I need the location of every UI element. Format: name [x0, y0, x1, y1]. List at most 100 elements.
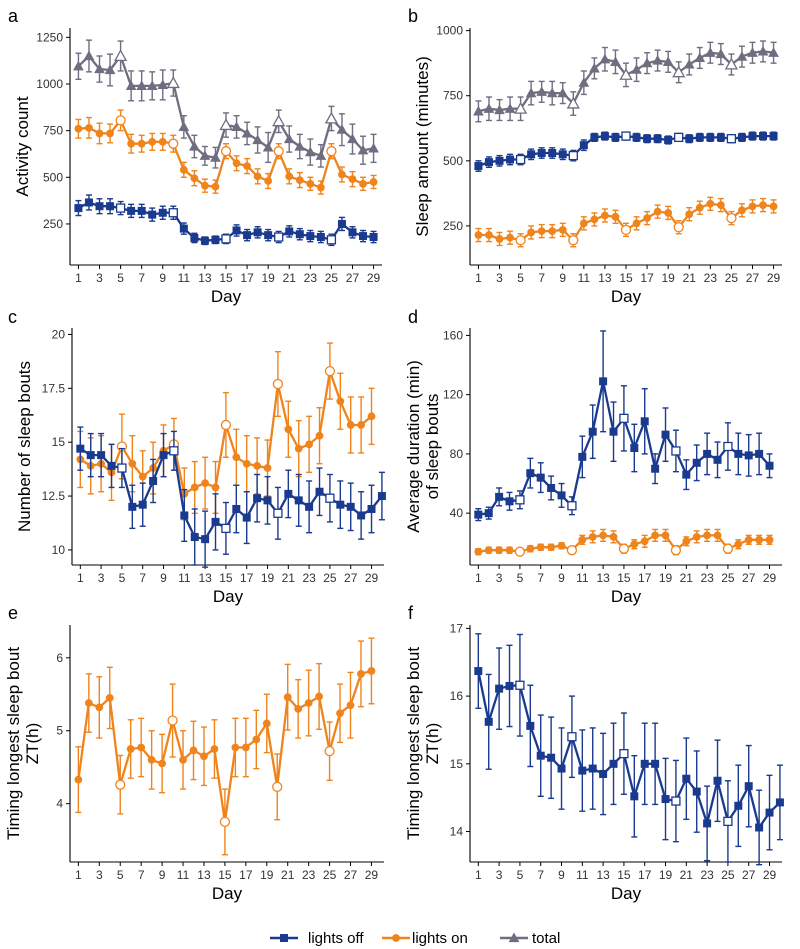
y-axis-title-line: Timing longest sleep bout — [404, 647, 423, 840]
data-point — [263, 496, 272, 505]
data-point — [651, 464, 660, 473]
data-point — [588, 427, 597, 436]
x-tick-label: 7 — [537, 571, 544, 585]
x-tick-label: 17 — [240, 271, 254, 285]
data-point — [232, 504, 241, 513]
data-point — [348, 228, 357, 237]
data-point — [253, 172, 262, 181]
data-point — [76, 444, 85, 453]
x-tick-label: 27 — [742, 571, 756, 585]
data-point — [210, 152, 221, 162]
x-axis-title: Day — [611, 287, 642, 306]
data-point — [166, 76, 180, 89]
data-point — [324, 746, 335, 757]
y-tick-label: 15 — [450, 757, 464, 771]
data-point — [336, 500, 345, 509]
data-point — [74, 204, 83, 213]
data-point — [232, 159, 241, 168]
data-point — [599, 377, 608, 386]
y-axis-title-line: Sleep amount (minutes) — [413, 56, 432, 236]
data-point — [95, 202, 104, 211]
x-tick-label: 25 — [325, 271, 339, 285]
series-lights_off — [76, 426, 386, 568]
data-point — [485, 231, 493, 239]
x-tick-label: 1 — [75, 868, 82, 882]
x-tick-label: 25 — [721, 571, 735, 585]
x-tick-label: 29 — [767, 271, 781, 285]
data-point — [147, 756, 156, 764]
data-point — [377, 492, 386, 501]
data-point — [494, 104, 505, 115]
x-tick-label: 27 — [344, 571, 358, 585]
x-tick-label: 13 — [197, 868, 211, 882]
data-point — [630, 443, 639, 452]
data-point — [305, 502, 314, 511]
x-tick-label: 11 — [177, 868, 190, 882]
x-tick-label: 17 — [638, 571, 652, 585]
data-point — [315, 431, 324, 440]
data-point — [759, 201, 767, 209]
y-axis-title: Timing longest sleep boutZT(h) — [404, 647, 442, 840]
x-tick-label: 7 — [139, 571, 146, 585]
data-point — [74, 124, 83, 133]
data-point — [241, 743, 250, 752]
data-point — [748, 202, 757, 211]
data-point — [670, 545, 682, 556]
data-point — [759, 132, 768, 141]
x-tick-label: 7 — [138, 868, 145, 882]
data-point — [653, 134, 662, 143]
data-point — [769, 132, 778, 141]
x-tick-label: 21 — [683, 271, 697, 285]
x-tick-label: 21 — [282, 571, 296, 585]
data-point — [294, 496, 303, 505]
panel-letter: b — [408, 6, 418, 26]
data-point — [138, 500, 147, 509]
data-point — [367, 667, 376, 675]
data-point — [284, 425, 293, 434]
data-point — [589, 62, 600, 73]
data-point — [179, 756, 187, 764]
data-point — [695, 203, 704, 212]
data-point — [525, 87, 537, 98]
data-point — [737, 133, 746, 142]
data-point — [115, 115, 126, 126]
x-axis-title: Day — [213, 587, 244, 606]
y-axis-title: Activity count — [13, 96, 32, 196]
data-point — [263, 464, 272, 472]
data-point — [630, 792, 639, 801]
data-point — [295, 230, 304, 239]
data-point — [527, 150, 536, 159]
y-axis-title: Average duration (min)of sleep bouts — [404, 360, 442, 533]
data-point — [304, 146, 316, 157]
data-point — [73, 60, 84, 71]
data-point — [547, 753, 556, 762]
data-point — [252, 134, 263, 145]
data-point — [618, 543, 630, 554]
data-point — [359, 179, 367, 188]
x-tick-label: 11 — [576, 868, 589, 882]
data-point — [673, 222, 684, 233]
data-point — [474, 510, 483, 519]
data-point — [548, 149, 557, 158]
data-point — [495, 684, 504, 693]
data-point — [326, 146, 337, 157]
data-point — [609, 759, 618, 768]
data-point — [190, 532, 199, 541]
data-point — [566, 545, 578, 556]
panel-letter: d — [408, 307, 418, 327]
legend-label: total — [532, 930, 560, 947]
data-point — [682, 470, 691, 479]
data-point — [505, 681, 514, 690]
data-point — [558, 150, 567, 159]
x-tick-label: 13 — [198, 571, 212, 585]
data-point — [546, 87, 558, 98]
data-point — [579, 141, 588, 150]
data-point — [526, 469, 535, 478]
data-point — [547, 483, 556, 492]
y-tick-label: 1000 — [36, 77, 63, 91]
data-point — [619, 68, 633, 80]
y-tick-label: 500 — [43, 170, 63, 184]
data-point — [768, 47, 779, 57]
x-tick-label: 13 — [198, 271, 212, 285]
data-point — [306, 232, 315, 241]
